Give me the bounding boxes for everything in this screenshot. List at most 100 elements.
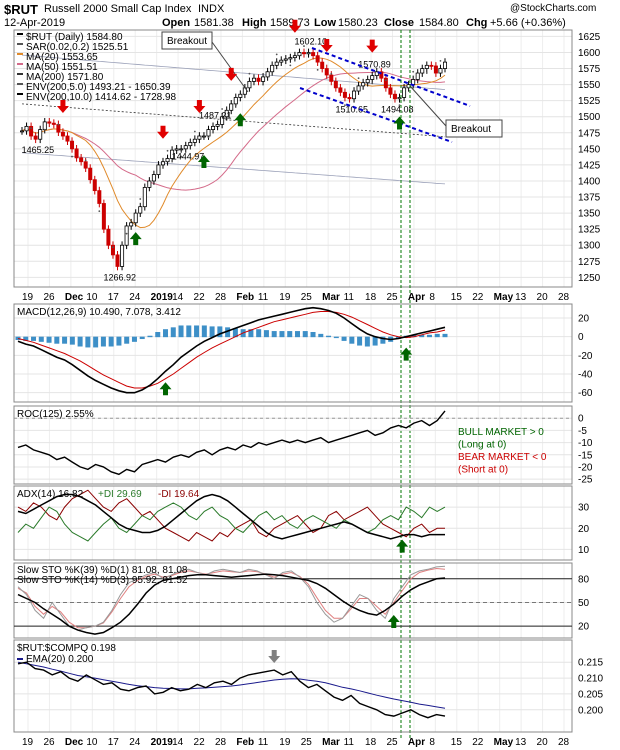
candle-body — [65, 135, 70, 142]
y-tick-label: -20 — [578, 351, 593, 362]
candle-body — [329, 74, 334, 82]
y-tick-label: 0 — [578, 332, 584, 343]
candle-body — [101, 203, 106, 230]
macd-line — [17, 306, 446, 394]
candle-body — [88, 167, 93, 181]
macd-histogram-bar — [54, 336, 60, 344]
x-tick-label: 18 — [365, 292, 377, 303]
y-tick-label: -60 — [578, 388, 593, 399]
candle-body — [124, 225, 129, 246]
x-tick-label: 14 — [172, 737, 184, 748]
candle-body — [138, 206, 143, 214]
candle-body — [60, 131, 65, 137]
candle-body — [33, 135, 38, 140]
macd-histogram-bar — [31, 336, 37, 341]
legend-swatch — [17, 73, 23, 75]
y-tick-label: 0.210 — [578, 674, 603, 685]
y-tick-label: -40 — [578, 370, 593, 381]
high-label: High — [242, 17, 267, 29]
roc-legend: ROC(125) 2.55% — [17, 409, 94, 420]
sar-dot — [193, 130, 196, 133]
y-tick-label: -10 — [578, 438, 593, 449]
sar-dot — [248, 72, 251, 75]
sar-dot — [330, 72, 333, 75]
candle-body — [251, 77, 256, 82]
macd-histogram-bar — [93, 336, 99, 348]
legend-swatch — [17, 83, 23, 85]
y-tick-label: 30 — [578, 503, 590, 514]
candle-body — [156, 164, 161, 175]
market-note: (Short at 0) — [458, 465, 508, 476]
y-tick-label: 1625 — [578, 32, 601, 43]
candle-body — [133, 212, 138, 224]
candle-body — [429, 64, 434, 67]
x-tick-label: 28 — [215, 737, 227, 748]
candle-body — [274, 61, 279, 66]
macd-histogram-bar — [38, 336, 44, 342]
y-tick-label: -15 — [578, 450, 593, 461]
y-tick-label: 0.215 — [578, 658, 603, 669]
x-tick-label: 2019 — [151, 737, 174, 748]
warning-arrow-icon — [268, 650, 281, 663]
x-tick-label: Feb — [236, 737, 254, 748]
chart-date: 12-Apr-2019 — [4, 17, 66, 29]
breakout-callout-box — [445, 119, 503, 138]
buy-arrow-icon — [396, 539, 409, 553]
ma200-line — [21, 103, 446, 138]
macd-histogram-bar — [147, 335, 153, 338]
x-tick-label: May — [494, 737, 514, 748]
buy-arrow-icon — [197, 155, 210, 169]
market-note: BEAR MARKET < 0 — [458, 452, 547, 463]
x-tick-label: 20 — [537, 292, 549, 303]
sar-dot — [262, 83, 264, 86]
macd-histogram-bar — [302, 331, 308, 338]
macd-histogram-bar — [155, 332, 161, 338]
stoch-panel-frame — [13, 562, 573, 639]
macd-histogram-bar — [217, 326, 223, 338]
x-tick-label: 10 — [86, 737, 98, 748]
x-tick-label: Dec — [65, 292, 84, 303]
candle-body — [165, 158, 170, 163]
price-legend-item: MA(50) 1551.51 — [26, 62, 98, 73]
buy-arrow-icon — [387, 615, 400, 629]
price-annotation: 1444.97 — [172, 152, 205, 162]
candle-body — [120, 244, 125, 267]
ratio-line — [17, 661, 446, 719]
candle-body — [79, 157, 84, 163]
candle-body — [361, 82, 366, 87]
candle-body — [347, 97, 352, 100]
sar-dot — [30, 127, 32, 130]
macd-histogram-bar — [318, 333, 324, 338]
sar-dot — [207, 136, 210, 139]
candle-body — [201, 135, 206, 138]
macd-histogram-bar — [77, 336, 83, 347]
legend-swatch — [17, 33, 23, 35]
breakout-callout-pointer — [409, 85, 447, 127]
macd-histogram-bar — [186, 325, 192, 338]
sar-dot — [316, 68, 319, 71]
macd-histogram-bar — [194, 325, 200, 338]
candle-body — [179, 148, 184, 151]
candle-body — [383, 77, 388, 89]
breakout-callout-label: Breakout — [451, 124, 491, 135]
candle-body — [19, 130, 24, 133]
adx-panel-frame — [13, 485, 573, 561]
candle-body — [315, 55, 320, 63]
candle-body — [188, 142, 193, 147]
y-tick-label: 0 — [578, 414, 584, 425]
sar-dot — [153, 181, 155, 184]
chg-value: +5.66 (+0.36%) — [490, 17, 566, 29]
candle-body — [333, 81, 338, 89]
candle-body — [56, 124, 61, 133]
candle-body — [415, 72, 420, 80]
macd-histogram-bar — [23, 336, 29, 341]
candle-body — [206, 129, 211, 137]
macd-histogram-bar — [287, 331, 293, 338]
macd-histogram-bar — [163, 329, 169, 338]
price-legend-item: MA(20) 1553.65 — [26, 52, 98, 63]
x-tick-label: Apr — [408, 292, 425, 303]
macd-histogram-bar — [124, 336, 130, 344]
candle-body — [388, 87, 393, 95]
y-tick-label: 20 — [578, 314, 590, 325]
